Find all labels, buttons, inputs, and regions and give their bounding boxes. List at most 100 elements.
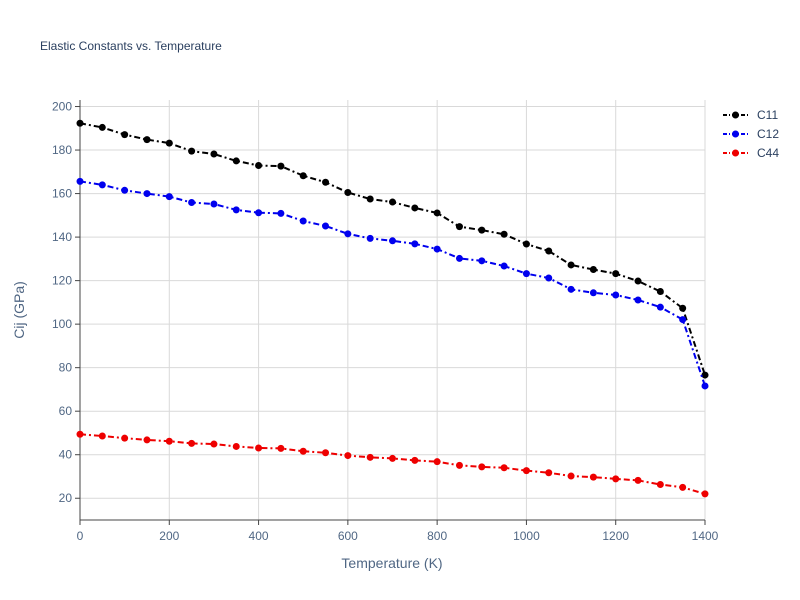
legend-item-c44[interactable]: C44: [723, 146, 779, 160]
x-tick-label: 1000: [513, 529, 540, 543]
data-point-c44: [701, 490, 709, 498]
data-point-c44: [143, 436, 151, 444]
legend-item-c12[interactable]: C12: [723, 127, 779, 141]
series-line-c44: [79, 433, 706, 495]
data-point-c12: [589, 289, 597, 297]
data-point-c44: [545, 469, 553, 477]
data-point-c11: [634, 277, 642, 285]
x-tick-label: 800: [427, 529, 447, 543]
series-layer: [76, 119, 709, 498]
data-point-c12: [188, 198, 196, 206]
data-point-c11: [232, 157, 240, 165]
data-point-c44: [366, 453, 374, 461]
data-point-c44: [433, 458, 441, 466]
legend-label: C44: [757, 146, 779, 160]
data-point-c44: [589, 473, 597, 481]
data-point-c44: [522, 467, 530, 475]
data-point-c12: [121, 186, 129, 194]
data-point-c44: [76, 430, 84, 438]
data-point-c12: [478, 257, 486, 265]
legend-label: C11: [757, 108, 778, 122]
y-tick-label: 160: [52, 187, 72, 201]
data-point-c44: [634, 476, 642, 484]
y-tick-label: 140: [52, 230, 72, 244]
data-point-c12: [98, 181, 106, 189]
data-point-c12: [165, 193, 173, 201]
data-point-c44: [232, 442, 240, 450]
legend[interactable]: C11 C12 C44: [723, 108, 779, 160]
x-axis-title: Temperature (K): [341, 555, 442, 571]
data-point-c11: [322, 178, 330, 186]
data-point-c11: [366, 195, 374, 203]
data-point-c44: [656, 481, 664, 489]
data-point-c11: [210, 150, 218, 158]
data-point-c12: [500, 262, 508, 270]
data-point-c44: [500, 464, 508, 472]
y-tick-label: 180: [52, 143, 72, 157]
axes: 0 200 400 600 800 1000 1200 1400 20 40 60 80 100 120 1…: [52, 100, 719, 543]
x-tick-label: 400: [249, 529, 269, 543]
data-point-c44: [188, 439, 196, 447]
data-point-c44: [478, 463, 486, 471]
data-point-c11: [411, 204, 419, 212]
data-point-c11: [121, 131, 129, 139]
data-point-c44: [98, 432, 106, 440]
x-tick-label: 0: [77, 529, 84, 543]
x-tick-label: 200: [159, 529, 179, 543]
legend-swatch-marker: [732, 149, 739, 157]
data-point-c11: [455, 223, 463, 231]
data-point-c11: [188, 147, 196, 155]
x-tick-label: 600: [338, 529, 358, 543]
data-point-c11: [478, 226, 486, 234]
data-point-c12: [255, 209, 263, 217]
series-line-c12: [79, 180, 706, 387]
y-tick-label: 80: [59, 361, 73, 375]
y-tick-label: 200: [52, 100, 72, 114]
legend-item-c11[interactable]: C11: [723, 108, 778, 122]
data-point-c44: [612, 475, 620, 483]
data-point-c12: [433, 245, 441, 253]
data-point-c12: [299, 217, 307, 225]
data-point-c44: [322, 449, 330, 457]
data-point-c12: [389, 237, 396, 245]
data-point-c44: [567, 472, 575, 480]
data-point-c44: [299, 447, 307, 455]
data-point-c44: [165, 437, 173, 445]
legend-swatch-marker: [732, 111, 739, 119]
y-tick-label: 120: [52, 274, 72, 288]
data-point-c44: [389, 454, 396, 462]
data-point-c11: [344, 188, 352, 196]
data-point-c44: [455, 461, 463, 469]
data-point-c11: [679, 304, 687, 312]
data-point-c11: [500, 230, 508, 238]
data-point-c11: [98, 123, 106, 131]
legend-swatch-marker: [732, 130, 739, 138]
data-point-c11: [76, 119, 84, 127]
data-point-c11: [277, 162, 285, 170]
series-c12: [76, 177, 709, 390]
data-point-c12: [143, 190, 151, 198]
data-point-c12: [76, 177, 84, 185]
series-line-c11: [79, 122, 706, 376]
data-point-c12: [545, 274, 553, 282]
data-point-c12: [634, 296, 642, 304]
data-point-c11: [567, 261, 575, 269]
series-c11: [76, 119, 709, 379]
data-point-c11: [545, 247, 553, 255]
data-point-c11: [612, 270, 620, 278]
data-point-c12: [366, 234, 374, 242]
data-point-c11: [255, 162, 263, 170]
data-point-c11: [389, 198, 396, 206]
data-point-c44: [210, 440, 218, 448]
data-point-c12: [612, 291, 620, 299]
data-point-c11: [433, 209, 441, 217]
data-point-c12: [232, 206, 240, 214]
grid: [80, 100, 706, 520]
data-point-c44: [255, 444, 263, 452]
series-c44: [76, 430, 709, 498]
data-point-c12: [656, 303, 664, 311]
data-point-c12: [210, 200, 218, 208]
chart-title: Elastic Constants vs. Temperature: [40, 39, 222, 53]
data-point-c12: [701, 382, 709, 390]
